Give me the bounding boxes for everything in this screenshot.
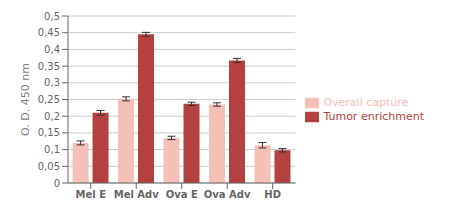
- svg-text:Ova Adv: Ova Adv: [204, 189, 251, 200]
- svg-text:Ova E: Ova E: [166, 189, 198, 200]
- svg-text:Mel Adv: Mel Adv: [114, 189, 160, 200]
- html-text:Overall capture: Overall capture: [323, 95, 409, 109]
- svg-text:0,45: 0,45: [38, 27, 60, 38]
- svg-text:0,5: 0,5: [44, 11, 60, 22]
- svg-text:0,2: 0,2: [44, 111, 60, 122]
- svg-text:HD: HD: [264, 189, 281, 200]
- svg-text:0,1: 0,1: [44, 144, 60, 155]
- svg-text:0,25: 0,25: [38, 94, 60, 105]
- svg-text:Mel E: Mel E: [75, 189, 106, 200]
- html-text:Tumor enrichment: Tumor enrichment: [323, 109, 424, 123]
- svg-text:0,4: 0,4: [44, 44, 60, 55]
- svg-text:0,35: 0,35: [38, 61, 60, 72]
- svg-text:O. D. 450 nm: O. D. 450 nm: [19, 63, 32, 136]
- svg-text:0: 0: [54, 178, 60, 189]
- svg-text:0,05: 0,05: [38, 161, 60, 172]
- svg-text:0,15: 0,15: [38, 127, 60, 138]
- svg-text:0,3: 0,3: [44, 77, 60, 88]
